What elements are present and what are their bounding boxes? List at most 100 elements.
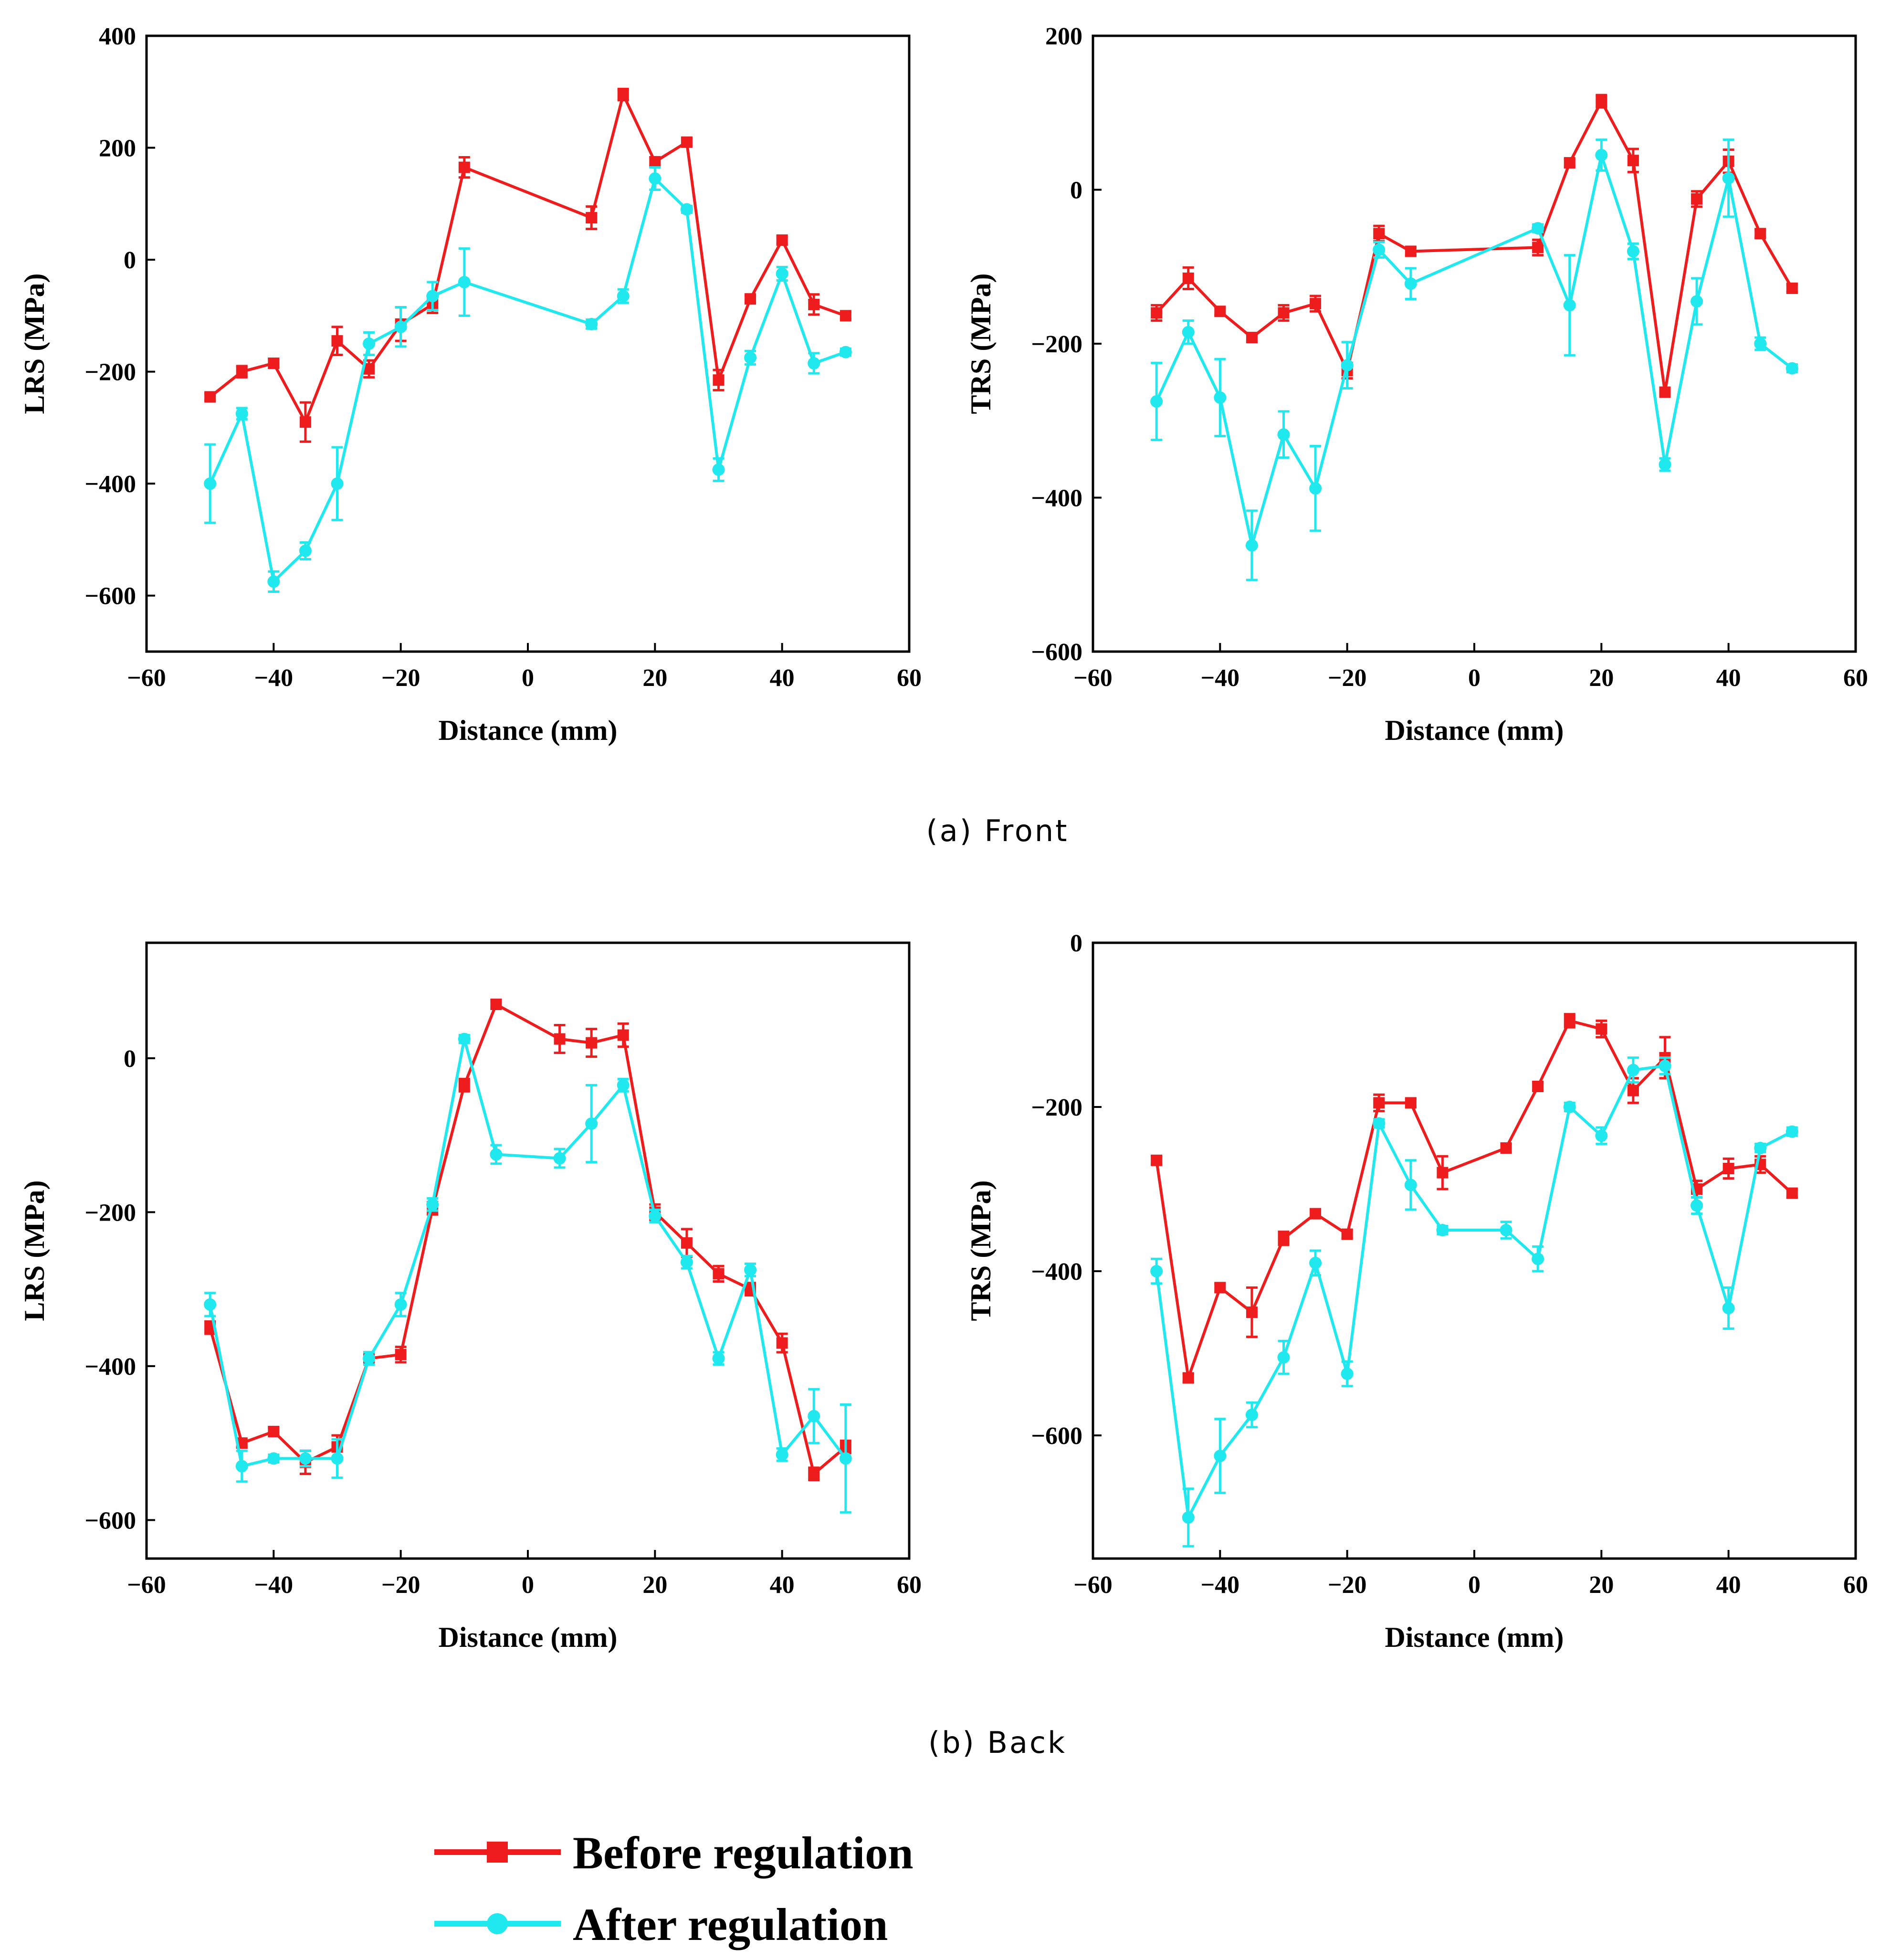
data-point: [1341, 1228, 1353, 1240]
data-point: [1150, 1265, 1163, 1277]
data-point: [1532, 242, 1544, 253]
data-point: [1596, 1023, 1607, 1035]
caption-back: (b) Back: [928, 1725, 1067, 1760]
data-point: [586, 1037, 598, 1049]
y-tick-label: 0: [1070, 930, 1082, 957]
y-tick-label: −600: [1031, 1423, 1082, 1450]
x-tick-label: 20: [1589, 664, 1614, 692]
data-point: [1436, 1224, 1449, 1236]
data-point: [1214, 306, 1226, 317]
data-point: [1245, 539, 1258, 552]
data-point: [1659, 1060, 1671, 1072]
data-point: [776, 1337, 788, 1349]
x-tick-label: −60: [127, 664, 166, 692]
data-point: [1214, 1282, 1226, 1294]
series-line: [209, 1037, 847, 1468]
data-point: [1277, 428, 1290, 441]
data-point: [1214, 391, 1227, 404]
panel-front-trs: −60 −40 −20 0 20 40 60−600−400−2000200Distance…: [965, 23, 1868, 746]
legend-marker: [487, 1842, 508, 1863]
series-line: [1155, 1019, 1793, 1380]
data-point: [1627, 245, 1639, 258]
data-point: [1532, 222, 1544, 235]
data-point: [1405, 1097, 1417, 1109]
data-point: [363, 337, 376, 350]
series-line: [1155, 1064, 1793, 1519]
data-point: [331, 1452, 344, 1465]
data-point: [1500, 1224, 1512, 1236]
caption-front: (a) Front: [926, 813, 1069, 848]
data-point: [1309, 482, 1322, 495]
x-tick-label: −20: [381, 664, 420, 692]
data-point: [1754, 337, 1767, 350]
data-point: [1595, 148, 1608, 161]
data-point: [1246, 332, 1258, 344]
data-point: [1596, 95, 1607, 107]
data-point: [395, 1349, 407, 1360]
data-point: [776, 1448, 788, 1461]
data-point: [1786, 1187, 1798, 1199]
data-point: [617, 1079, 630, 1092]
data-point: [744, 1264, 757, 1276]
data-point: [204, 477, 217, 490]
data-point: [808, 357, 820, 370]
plot-frame: [1092, 34, 1857, 653]
x-tick-label: −40: [254, 1571, 294, 1599]
x-tick-label: 20: [642, 664, 667, 692]
series-after-regulation: [204, 166, 852, 593]
data-point: [617, 89, 629, 101]
data-point: [1182, 272, 1194, 284]
data-point: [1532, 1081, 1544, 1092]
data-point: [1754, 1142, 1767, 1154]
data-point: [1786, 282, 1798, 294]
data-point: [840, 310, 851, 322]
x-tick-label: −40: [1201, 1571, 1240, 1599]
series-before-regulation: [1151, 94, 1798, 398]
data-point: [490, 1148, 503, 1161]
data-point: [617, 290, 630, 303]
data-point: [1341, 359, 1354, 372]
series-before-regulation: [1151, 1013, 1798, 1384]
data-point: [1659, 458, 1671, 471]
series-line: [209, 93, 846, 424]
data-point: [1214, 1450, 1227, 1462]
data-point: [1754, 228, 1766, 240]
data-point: [1500, 1142, 1512, 1154]
x-tick-label: 40: [770, 1571, 795, 1599]
data-point: [426, 1198, 439, 1211]
data-point: [236, 366, 248, 378]
data-point: [1182, 1511, 1195, 1524]
data-point: [458, 161, 470, 173]
series-line: [209, 177, 846, 583]
data-point: [458, 1033, 471, 1045]
y-tick-label: −600: [1031, 639, 1082, 666]
data-point: [394, 1298, 407, 1311]
data-point: [1182, 326, 1195, 338]
data-point: [586, 212, 598, 224]
y-axis-title: LRS (MPa): [19, 1180, 50, 1321]
data-point: [394, 320, 407, 333]
x-tick-label: −40: [254, 664, 294, 692]
data-point: [1627, 155, 1639, 167]
data-point: [1405, 245, 1417, 257]
y-tick-label: −400: [1031, 1258, 1082, 1286]
y-tick-label: 200: [99, 135, 136, 162]
legend: Before regulation After regulation: [434, 1827, 914, 1950]
series-line: [209, 1003, 847, 1475]
y-tick-label: 0: [124, 247, 136, 274]
data-point: [458, 276, 471, 288]
x-tick-label: −20: [381, 1571, 420, 1599]
y-axis-title: TRS (MPa): [965, 1180, 997, 1321]
data-point: [1659, 386, 1671, 398]
data-point: [839, 1452, 852, 1465]
data-point: [1341, 1368, 1354, 1380]
data-point: [235, 1460, 248, 1473]
data-point: [204, 391, 216, 403]
data-point: [712, 463, 725, 476]
y-tick-label: −200: [84, 359, 136, 386]
data-point: [299, 416, 311, 428]
data-point: [1373, 228, 1385, 240]
x-tick-label: 60: [897, 664, 922, 692]
x-tick-label: 40: [1716, 1571, 1741, 1599]
